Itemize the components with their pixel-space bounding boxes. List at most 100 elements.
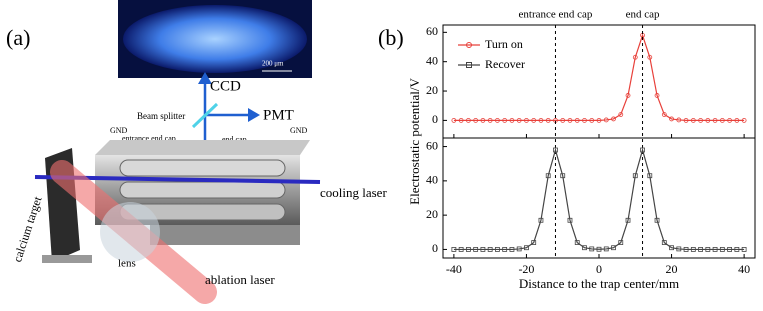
trap-top: [95, 140, 310, 155]
point: [603, 246, 609, 252]
entrance-end-cap-label: entrance end cap: [122, 134, 176, 143]
point: [465, 247, 471, 252]
point: [698, 117, 703, 123]
legend-marker: [466, 42, 472, 48]
point: [567, 217, 573, 223]
point: [669, 245, 674, 251]
legend-label: Turn on: [485, 37, 523, 51]
point: [560, 117, 566, 123]
point: [458, 247, 464, 252]
point: [734, 117, 740, 123]
rod: [119, 181, 286, 199]
legend-marker: [466, 62, 472, 68]
point: [582, 245, 587, 251]
annotation-label: end cap: [626, 9, 660, 21]
point: [480, 247, 486, 252]
scale-label: 200 μm: [262, 60, 284, 68]
point: [719, 117, 725, 123]
lens-label: lens: [118, 258, 136, 270]
target-base: [42, 255, 92, 263]
point: [509, 247, 515, 252]
point: [654, 93, 660, 98]
point: [690, 117, 696, 123]
x-tick-label: 40: [738, 262, 750, 276]
point: [727, 247, 733, 252]
annotation-label: entrance end cap: [519, 9, 593, 21]
point: [524, 117, 529, 123]
point: [632, 173, 638, 179]
point: [618, 112, 624, 117]
pmt-label: PMT: [263, 107, 294, 123]
point: [712, 247, 718, 252]
point: [640, 147, 645, 153]
y-tick-label: 60: [426, 138, 438, 152]
point: [654, 217, 660, 223]
point: [495, 117, 500, 123]
point: [451, 247, 457, 252]
point: [676, 117, 682, 123]
point: [465, 117, 471, 123]
y-tick-label: 40: [426, 53, 438, 67]
point: [741, 247, 747, 252]
y-axis-label: Electrostatic potential/V: [407, 78, 422, 205]
panel-label: (a): [6, 25, 30, 50]
point: [690, 247, 696, 252]
x-tick-label: -20: [518, 262, 534, 276]
point: [734, 247, 740, 252]
point: [487, 117, 493, 123]
point: [516, 246, 522, 252]
point: [611, 245, 616, 251]
point: [545, 173, 551, 179]
point: [473, 247, 479, 252]
arrow-head: [248, 108, 260, 122]
point: [553, 147, 558, 153]
y-tick-label: 20: [426, 207, 438, 221]
point: [596, 117, 602, 123]
point: [451, 117, 457, 123]
point: [531, 117, 537, 123]
ablation-laser-label: ablation laser: [205, 272, 275, 287]
y-tick-label: 0: [432, 112, 438, 126]
point: [705, 117, 711, 123]
calcium-target-label: calcium target: [10, 194, 45, 264]
legend-label: Recover: [485, 57, 525, 71]
point: [531, 240, 537, 245]
point: [495, 247, 500, 252]
beam-splitter-label: Beam splitter: [137, 111, 185, 121]
point: [480, 117, 486, 123]
beam-splitter: [191, 102, 219, 129]
point: [683, 117, 689, 123]
point: [596, 246, 602, 252]
point: [727, 117, 733, 123]
point: [574, 117, 580, 123]
y-tick-label: 0: [432, 241, 438, 255]
cooling-laser-label: cooling laser: [320, 185, 387, 200]
ccd-label: CCD: [210, 78, 241, 94]
point: [509, 117, 515, 123]
gnd-label: GND: [290, 126, 308, 135]
point: [669, 116, 674, 122]
point: [560, 173, 566, 179]
arrow-head: [198, 72, 212, 84]
point: [705, 247, 711, 252]
point: [683, 247, 689, 252]
point: [719, 247, 725, 252]
end-cap-label: end cap: [222, 135, 247, 144]
x-tick-label: 20: [666, 262, 678, 276]
point: [574, 240, 580, 245]
point: [603, 117, 609, 123]
gnd-label: GND: [110, 126, 128, 135]
point: [545, 117, 551, 123]
point: [712, 117, 718, 123]
point: [611, 116, 616, 122]
point: [473, 117, 479, 123]
point: [582, 117, 587, 123]
point: [647, 54, 653, 60]
point: [589, 246, 595, 252]
point: [661, 112, 667, 117]
panel-label: (b): [378, 25, 404, 50]
point: [458, 117, 464, 123]
point: [538, 217, 544, 223]
point: [625, 217, 631, 223]
